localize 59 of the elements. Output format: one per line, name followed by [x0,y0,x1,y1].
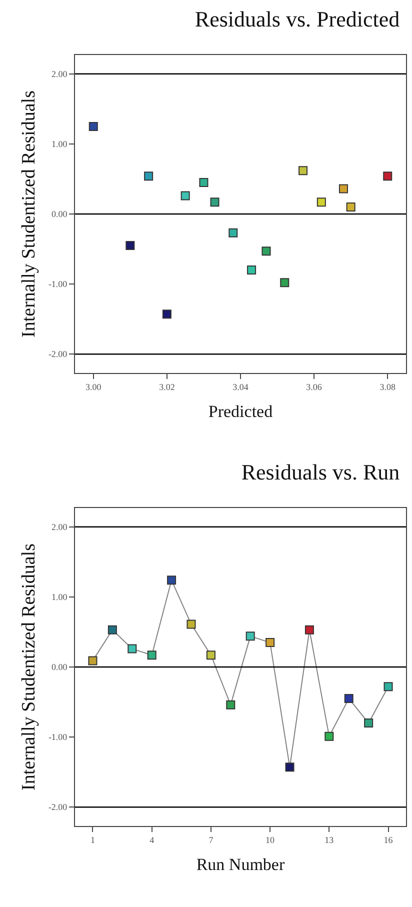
point [206,650,216,660]
x-tick-label: 3.08 [380,382,396,392]
x-axis-title: Run Number [196,855,285,874]
point [346,202,356,212]
y-tick-label: 1.00 [51,592,68,602]
point [304,625,314,634]
point [280,278,290,288]
y-tick-label: 2.00 [51,69,68,80]
point [338,184,348,194]
point [180,191,190,200]
point [128,644,137,654]
point [162,310,172,319]
chart-title: Residuals vs. Predicted [194,6,400,32]
x-tick-label: 3.06 [306,382,322,392]
chart-title: Residuals vs. Run [241,460,400,485]
point [147,650,156,660]
point [298,166,308,176]
y-tick-label: 1.00 [51,139,68,150]
point [262,246,271,256]
point [324,732,334,741]
y-tick-label: 2.00 [51,522,68,532]
point [266,638,275,647]
point [226,700,236,710]
point [88,122,98,131]
point [246,632,255,641]
x-tick-label: 10 [266,834,276,845]
point [383,172,392,181]
point [384,682,393,692]
point [364,718,374,728]
x-tick-label: 3.02 [159,382,175,392]
point [316,198,326,207]
y-tick-label: -2.00 [48,802,68,812]
point [126,241,135,250]
point [199,178,208,187]
x-tick-label: 13 [324,834,334,845]
y-tick-label: -1.00 [48,279,68,290]
x-axis-title: Predicted [208,402,274,422]
point [144,172,154,181]
point [344,694,354,704]
x-tick-label: 4 [150,834,155,845]
point [210,198,220,207]
point [228,228,238,238]
x-tick-label: 3.04 [232,382,249,392]
point [167,576,176,585]
y-tick-label: -1.00 [48,732,68,742]
x-tick-label: 3.00 [86,382,102,392]
y-tick-label: 0.00 [51,662,68,672]
x-tick-label: 16 [384,834,394,845]
point [285,762,294,772]
y-tick-label: -2.00 [48,349,68,360]
point [247,266,256,275]
x-tick-label: 1 [90,834,95,845]
point [186,620,196,629]
y-axis-title: Internally Studentized Residuals [18,90,40,338]
y-axis-title: Internally Studentized Residuals [18,544,40,790]
point [88,656,98,666]
y-tick-label: 0.00 [51,209,68,220]
x-tick-label: 7 [208,834,214,845]
point [108,625,117,634]
